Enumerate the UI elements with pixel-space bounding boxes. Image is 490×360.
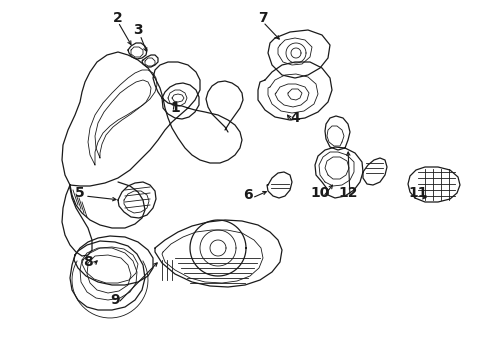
Text: 5: 5: [75, 186, 85, 200]
Text: 7: 7: [258, 11, 268, 25]
Text: 11: 11: [408, 186, 428, 200]
Text: 3: 3: [133, 23, 143, 37]
Text: 1: 1: [170, 101, 180, 115]
Text: 9: 9: [110, 293, 120, 307]
Text: 8: 8: [83, 255, 93, 269]
Text: 12: 12: [338, 186, 358, 200]
Text: 4: 4: [290, 111, 300, 125]
Text: 10: 10: [310, 186, 330, 200]
Text: 6: 6: [243, 188, 253, 202]
Text: 2: 2: [113, 11, 123, 25]
